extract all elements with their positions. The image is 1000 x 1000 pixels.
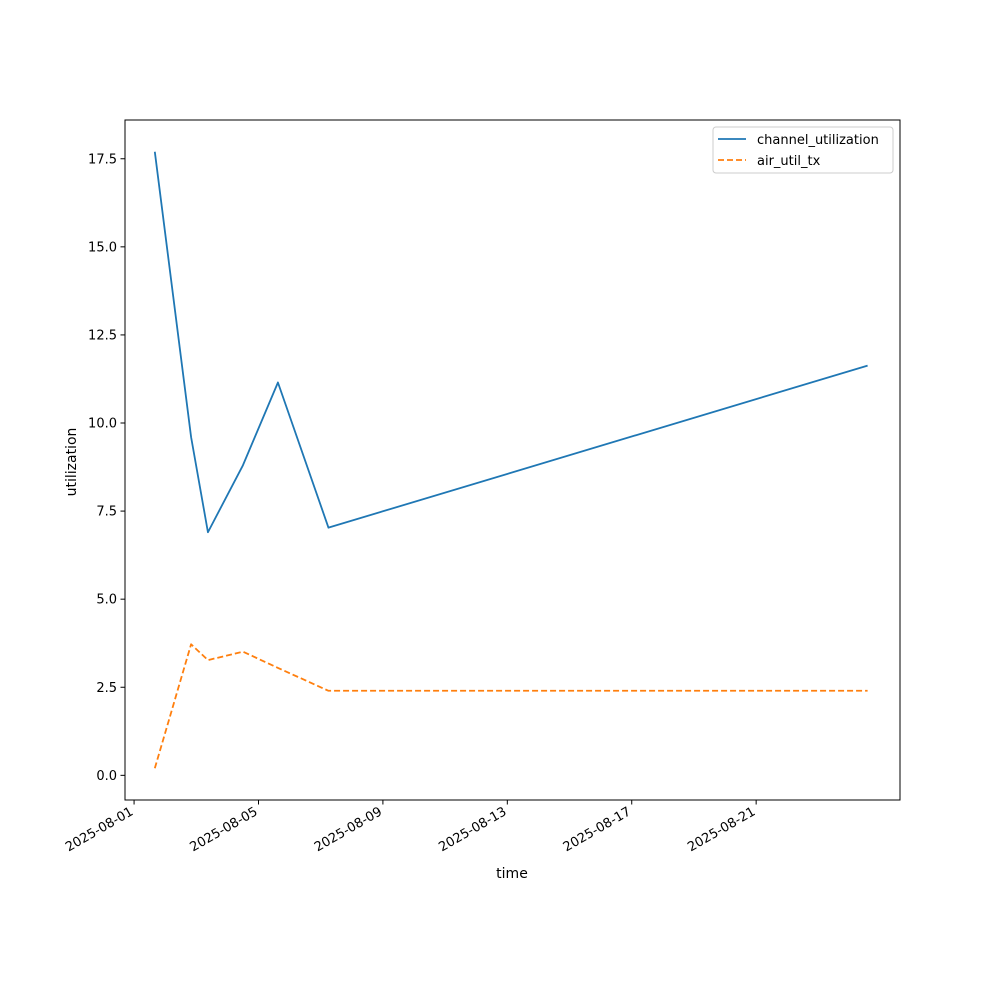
legend: channel_utilization air_util_tx xyxy=(712,126,894,174)
y-axis-ticks: 0.0 2.5 5.0 7.5 10.0 12.5 15.0 17.5 xyxy=(88,152,125,784)
series-layer xyxy=(153,151,868,769)
y-tick-label: 15.0 xyxy=(88,240,117,255)
legend-label-air-util-tx: air_util_tx xyxy=(757,154,821,169)
legend-label-channel-utilization: channel_utilization xyxy=(757,133,879,148)
y-tick-label: 17.5 xyxy=(88,152,117,167)
series-line-channel-utilization xyxy=(153,151,868,534)
legend-box xyxy=(712,126,894,174)
y-tick-label: 2.5 xyxy=(96,681,117,696)
series-line-air-util-tx xyxy=(153,643,868,769)
y-tick-label: 0.0 xyxy=(96,769,117,784)
y-tick-label: 5.0 xyxy=(96,593,117,608)
plot-frame xyxy=(124,119,901,801)
y-axis-label: utilization xyxy=(64,428,80,497)
y-tick-label: 7.5 xyxy=(96,505,117,520)
x-axis-label: time xyxy=(496,866,528,882)
y-tick-label: 10.0 xyxy=(88,417,117,432)
y-tick-label: 12.5 xyxy=(88,328,117,343)
